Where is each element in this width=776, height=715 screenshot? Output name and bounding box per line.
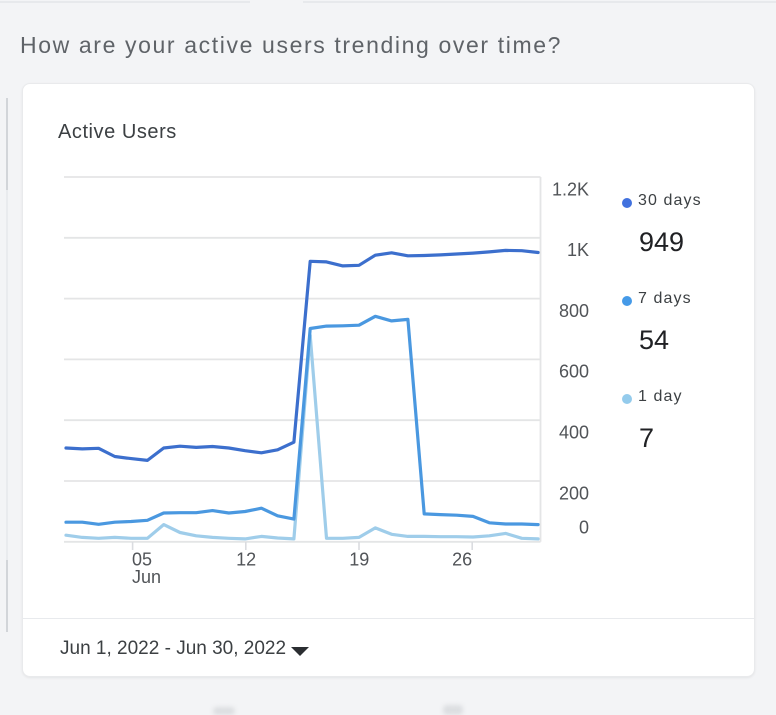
svg-text:12: 12 — [236, 550, 256, 570]
svg-text:600: 600 — [559, 362, 589, 382]
svg-text:400: 400 — [559, 423, 589, 443]
svg-text:1K: 1K — [567, 240, 589, 260]
svg-text:0: 0 — [579, 518, 589, 538]
svg-text:1.2K: 1.2K — [552, 179, 589, 199]
svg-text:800: 800 — [559, 301, 589, 321]
svg-text:200: 200 — [559, 483, 589, 503]
svg-text:26: 26 — [452, 550, 472, 570]
svg-text:05: 05 — [132, 550, 152, 570]
svg-text:19: 19 — [349, 550, 369, 570]
svg-text:Jun: Jun — [132, 567, 161, 587]
